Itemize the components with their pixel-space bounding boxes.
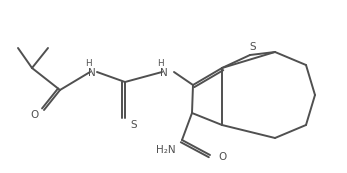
Text: O: O bbox=[31, 110, 39, 120]
Text: H: H bbox=[157, 60, 163, 69]
Text: N: N bbox=[160, 68, 168, 78]
Text: H: H bbox=[85, 60, 91, 69]
Text: S: S bbox=[250, 42, 256, 52]
Text: S: S bbox=[130, 120, 137, 130]
Text: H₂N: H₂N bbox=[156, 145, 176, 155]
Text: N: N bbox=[88, 68, 96, 78]
Text: O: O bbox=[218, 152, 226, 162]
